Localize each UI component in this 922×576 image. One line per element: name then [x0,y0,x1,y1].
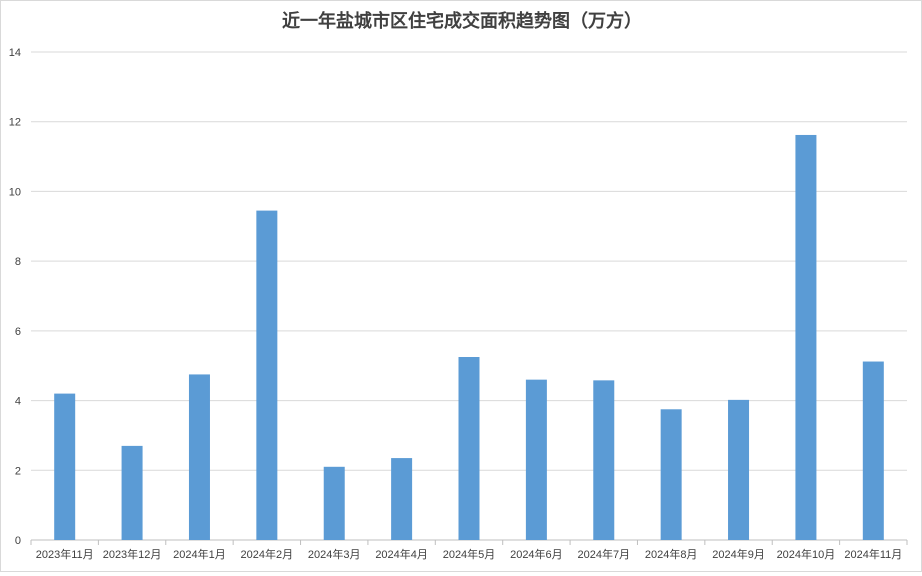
y-tick-label: 14 [9,47,21,59]
bar [728,399,750,540]
bar [593,380,615,540]
x-tick-label: 2024年8月 [645,547,698,561]
x-tick-label: 2024年3月 [308,547,361,561]
bar [660,409,682,540]
x-tick-label: 2024年9月 [712,547,765,561]
y-tick-label: 6 [15,326,21,338]
bar [54,393,76,540]
y-tick-label: 0 [15,535,21,547]
bar [121,445,143,540]
y-tick-label: 4 [15,396,21,408]
y-tick-label: 10 [9,186,21,198]
bar [256,210,278,540]
bar [862,361,884,540]
x-tick-label: 2023年12月 [103,547,162,561]
x-tick-label: 2024年2月 [241,547,294,561]
x-tick-label: 2024年4月 [375,547,428,561]
bar [795,134,817,540]
bar [188,374,210,540]
x-tick-label: 2024年6月 [510,547,563,561]
bar [323,466,345,540]
x-tick-label: 2024年7月 [577,547,630,561]
x-tick-label: 2024年11月 [844,547,902,561]
y-tick-label: 2 [15,465,21,477]
x-tick-label: 2024年10月 [777,547,836,561]
y-tick-label: 12 [9,117,21,129]
x-tick-label: 2024年5月 [443,547,496,561]
bar [391,458,413,540]
bar [525,379,547,540]
y-tick-label: 8 [15,256,21,268]
x-tick-label: 2023年11月 [36,547,94,561]
chart-title: 近一年盐城市区住宅成交面积趋势图（万方） [282,11,642,32]
x-tick-label: 2024年1月 [173,547,226,561]
bar [458,357,480,540]
